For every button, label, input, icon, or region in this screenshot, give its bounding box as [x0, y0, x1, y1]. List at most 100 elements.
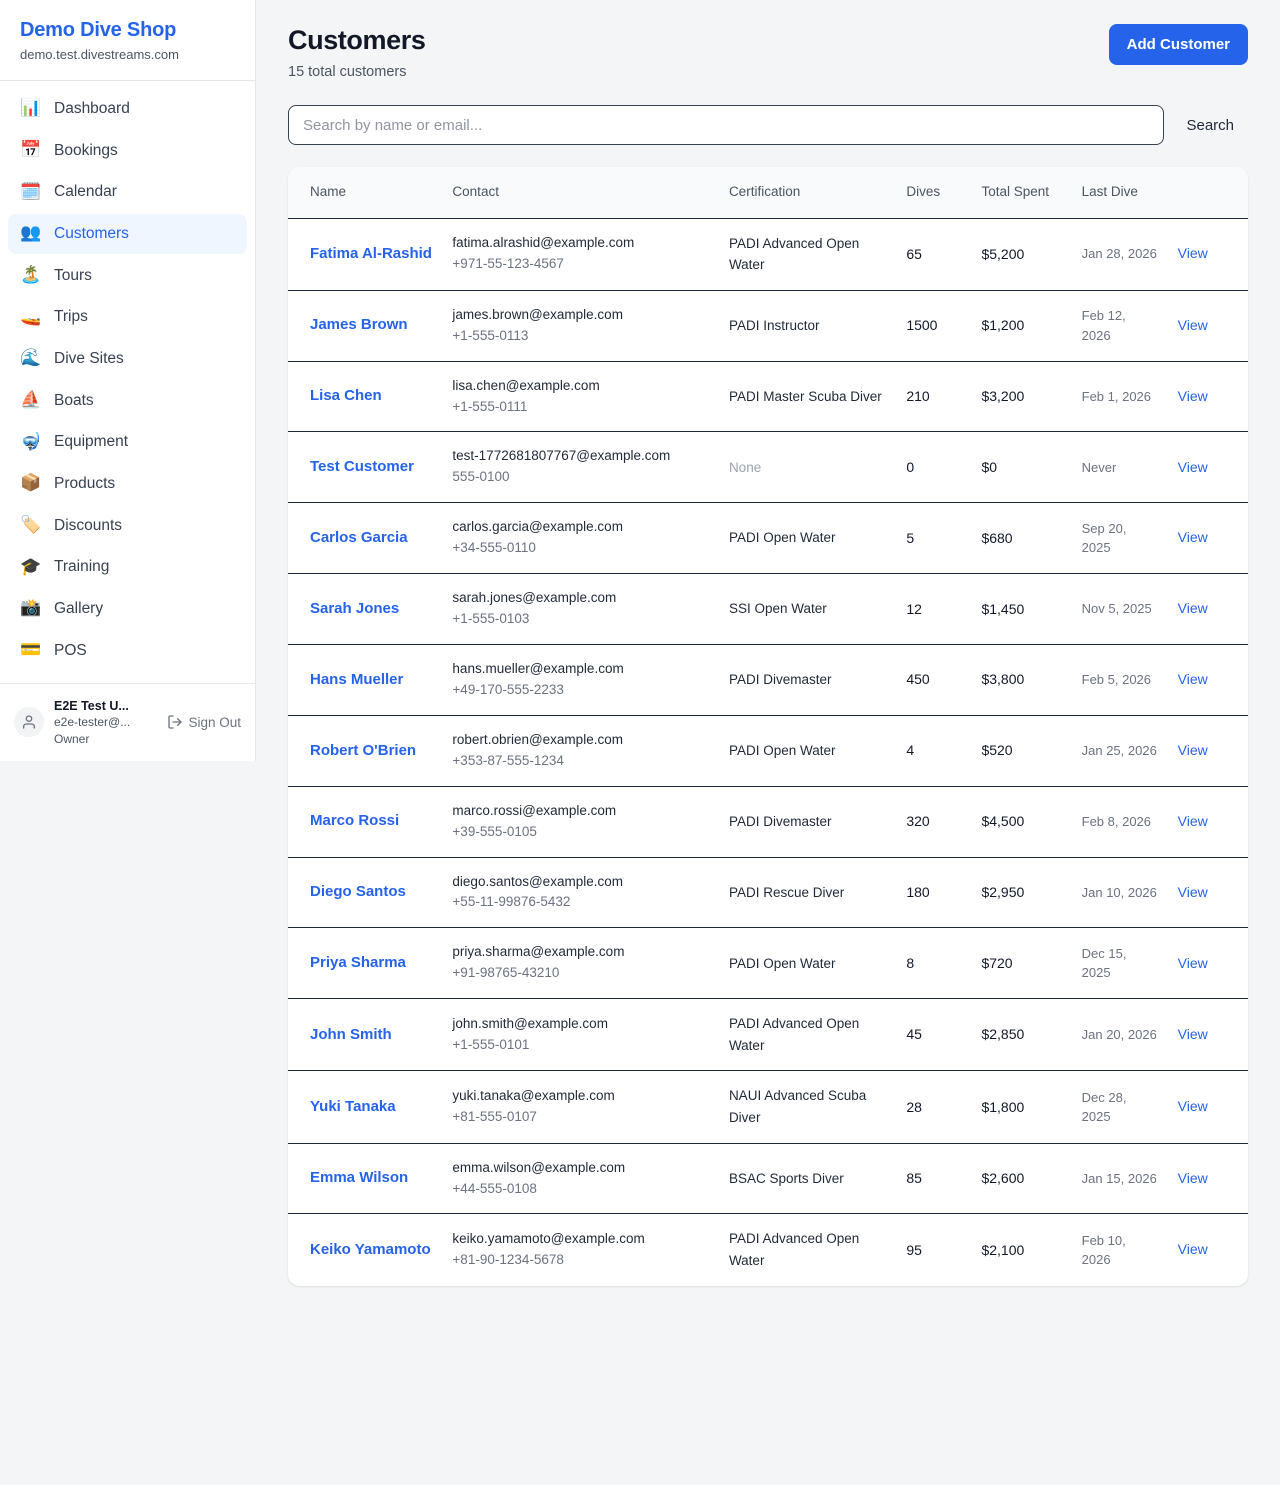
- view-customer-link[interactable]: View: [1177, 671, 1208, 688]
- customer-last-dive: Dec 15, 2025: [1081, 945, 1127, 981]
- sidebar-item-boats[interactable]: ⛵ Boats: [8, 381, 247, 421]
- sidebar-item-calendar[interactable]: 🗓️ Calendar: [8, 172, 247, 212]
- customer-name-link[interactable]: Sarah Jones: [310, 599, 400, 617]
- customer-name-link[interactable]: Fatima Al-Rashid: [310, 244, 432, 262]
- view-customer-link[interactable]: View: [1177, 1169, 1208, 1186]
- customer-name-link[interactable]: Diego Santos: [310, 883, 406, 901]
- customer-name-link[interactable]: Emma Wilson: [310, 1169, 409, 1187]
- customer-name-link[interactable]: Carlos Garcia: [310, 529, 408, 546]
- customer-email: lisa.chen@example.com: [452, 377, 600, 393]
- package-icon: 📦: [20, 473, 42, 494]
- customer-dives-cell: 85: [896, 1143, 972, 1215]
- table-row: Priya Sharma priya.sharma@example.com +91-…: [288, 927, 1248, 1000]
- view-customer-link[interactable]: View: [1177, 458, 1208, 475]
- user-account-box: E2E Test U... e2e-tester@... Owner Sign …: [0, 682, 255, 761]
- customer-name-link[interactable]: Yuki Tanaka: [310, 1097, 396, 1115]
- sidebar-item-label: Gallery: [54, 600, 104, 618]
- view-customer-link[interactable]: View: [1177, 741, 1208, 758]
- customer-dives-cell: 45: [896, 998, 972, 1072]
- customer-email: priya.sharma@example.com: [452, 944, 625, 960]
- customer-last-dive: Jan 10, 2026: [1081, 884, 1157, 900]
- view-customer-link[interactable]: View: [1177, 1026, 1208, 1043]
- actions-cell: View: [1167, 431, 1248, 504]
- table-header-row: Name Contact Certification Dives Total S…: [288, 167, 1248, 219]
- view-customer-link[interactable]: View: [1177, 883, 1208, 900]
- customer-certification: PADI Divemaster: [728, 672, 832, 688]
- view-customer-link[interactable]: View: [1177, 529, 1208, 546]
- actions-cell: View: [1167, 857, 1248, 929]
- customer-certification: PADI Open Water: [728, 742, 836, 758]
- brand-block: Demo Dive Shop demo.test.divestreams.com: [0, 0, 255, 81]
- sidebar-item-pos[interactable]: 💳 POS: [8, 631, 247, 671]
- customer-email: emma.wilson@example.com: [452, 1159, 626, 1175]
- contact-cell: sarah.jones@example.com +1-555-0103: [442, 573, 719, 646]
- search-input[interactable]: [288, 105, 1165, 146]
- customer-certification-cell: NAUI Advanced Scuba Diver: [718, 1070, 897, 1144]
- sidebar-item-dashboard[interactable]: 📊 Dashboard: [8, 89, 247, 129]
- customer-total-spent-cell: $4,500: [971, 786, 1072, 858]
- people-icon: 👥: [20, 223, 42, 244]
- customer-last-dive: Nov 5, 2025: [1081, 601, 1152, 617]
- actions-cell: View: [1167, 715, 1248, 787]
- sidebar-item-discounts[interactable]: 🏷️ Discounts: [8, 506, 247, 546]
- view-customer-link[interactable]: View: [1177, 316, 1208, 333]
- customer-certification: SSI Open Water: [728, 601, 827, 617]
- view-customer-link[interactable]: View: [1177, 812, 1208, 829]
- customer-name-link[interactable]: Robert O'Brien: [310, 741, 417, 759]
- customer-name-cell: Carlos Garcia: [288, 502, 443, 575]
- sidebar-item-label: Equipment: [54, 433, 129, 451]
- actions-cell: View: [1167, 786, 1248, 858]
- customer-total-spent-cell: $0: [971, 431, 1072, 504]
- customer-dives-cell: 65: [896, 218, 972, 291]
- table-row: James Brown james.brown@example.com +1-555…: [288, 290, 1248, 362]
- customer-last-dive-cell: Nov 5, 2025: [1071, 573, 1168, 646]
- customer-phone: +353-87-555-1234: [452, 752, 564, 768]
- customer-name-link[interactable]: Keiko Yamamoto: [310, 1240, 431, 1258]
- customer-name-link[interactable]: Lisa Chen: [310, 387, 382, 405]
- customer-name-link[interactable]: John Smith: [310, 1025, 392, 1043]
- sailboat-icon: ⛵: [20, 390, 42, 411]
- customer-last-dive-cell: Feb 12, 2026: [1071, 290, 1168, 362]
- customer-total-spent: $2,950: [981, 884, 1025, 901]
- view-customer-link[interactable]: View: [1177, 387, 1208, 404]
- sidebar-item-gallery[interactable]: 📸 Gallery: [8, 589, 247, 629]
- sign-out-label: Sign Out: [188, 714, 241, 730]
- customer-dives: 4: [906, 742, 915, 759]
- customer-name-link[interactable]: James Brown: [310, 316, 408, 334]
- customer-name-link[interactable]: Hans Mueller: [310, 670, 404, 688]
- sidebar-item-products[interactable]: 📦 Products: [8, 464, 247, 504]
- customer-total-spent-cell: $5,200: [971, 218, 1072, 291]
- sidebar-item-equipment[interactable]: 🤿 Equipment: [8, 422, 247, 462]
- view-customer-link[interactable]: View: [1177, 245, 1208, 262]
- view-customer-link[interactable]: View: [1177, 1098, 1208, 1115]
- customer-total-spent: $3,800: [981, 671, 1025, 688]
- user-meta: E2E Test U... e2e-tester@... Owner: [54, 698, 157, 747]
- sidebar-item-customers[interactable]: 👥 Customers: [8, 213, 247, 254]
- sidebar-item-dive-sites[interactable]: 🌊 Dive Sites: [8, 339, 247, 379]
- sidebar-item-training[interactable]: 🎓 Training: [8, 547, 247, 587]
- sidebar-item-bookings[interactable]: 📅 Bookings: [8, 131, 247, 171]
- customer-total-spent: $2,600: [981, 1170, 1025, 1187]
- customer-email: robert.obrien@example.com: [452, 731, 623, 747]
- sidebar-item-tours[interactable]: 🏝️ Tours: [8, 256, 247, 296]
- sidebar-item-trips[interactable]: 🚤 Trips: [8, 297, 247, 337]
- add-customer-button[interactable]: Add Customer: [1108, 24, 1248, 65]
- customer-certification: PADI Rescue Diver: [728, 884, 845, 900]
- brand-title: Demo Dive Shop: [20, 19, 177, 41]
- actions-cell: View: [1167, 1143, 1248, 1215]
- customer-dives: 210: [906, 388, 930, 405]
- customer-name-link[interactable]: Test Customer: [310, 458, 414, 476]
- customer-email: sarah.jones@example.com: [452, 590, 617, 606]
- view-customer-link[interactable]: View: [1177, 1241, 1208, 1258]
- customer-name-link[interactable]: Marco Rossi: [310, 812, 400, 830]
- sign-out-button[interactable]: Sign Out: [167, 714, 241, 730]
- view-customer-link[interactable]: View: [1177, 600, 1208, 617]
- column-header-total-spent: Total Spent: [971, 167, 1072, 219]
- view-customer-link[interactable]: View: [1177, 954, 1208, 971]
- customer-name-cell: Emma Wilson: [288, 1143, 443, 1215]
- customer-total-spent: $520: [981, 742, 1013, 759]
- table-row: John Smith john.smith@example.com +1-555-0…: [288, 998, 1248, 1072]
- speedboat-icon: 🚤: [20, 306, 42, 327]
- customer-name-link[interactable]: Priya Sharma: [310, 954, 406, 972]
- search-button[interactable]: Search: [1172, 107, 1248, 144]
